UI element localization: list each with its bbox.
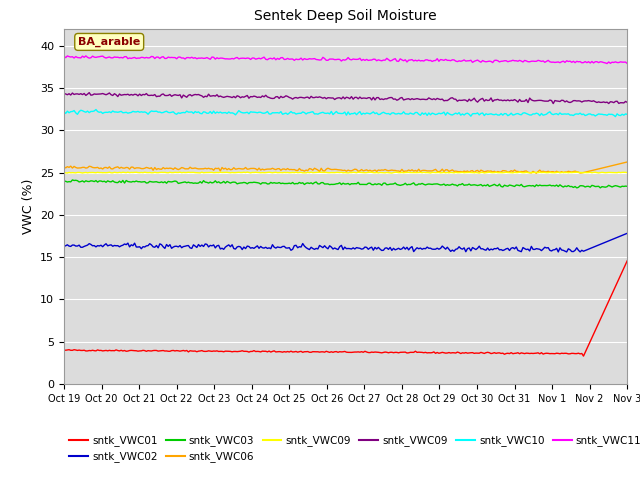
Legend: sntk_VWC01, sntk_VWC02, sntk_VWC03, sntk_VWC06, sntk_VWC09, sntk_VWC09, sntk_VWC: sntk_VWC01, sntk_VWC02, sntk_VWC03, sntk… [69, 435, 640, 462]
Title: Sentek Deep Soil Moisture: Sentek Deep Soil Moisture [254, 10, 437, 24]
Text: BA_arable: BA_arable [78, 37, 140, 47]
Y-axis label: VWC (%): VWC (%) [22, 179, 35, 234]
